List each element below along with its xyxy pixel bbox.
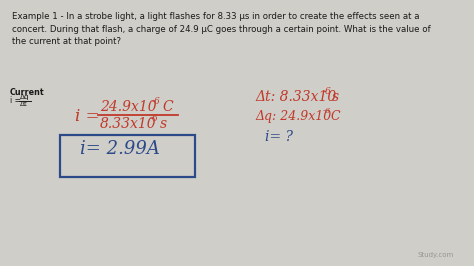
Text: -6: -6: [152, 97, 161, 106]
Text: C: C: [162, 100, 173, 114]
Text: C: C: [331, 110, 341, 123]
Text: Δt: Δt: [20, 101, 28, 107]
Text: i= ?: i= ?: [265, 130, 293, 144]
Text: i= 2.99A: i= 2.99A: [80, 140, 160, 158]
Text: Δq: 24.9x10: Δq: 24.9x10: [255, 110, 331, 123]
Text: Current: Current: [10, 88, 45, 97]
Text: -6: -6: [323, 87, 332, 96]
Text: 8.33x10: 8.33x10: [100, 117, 156, 131]
Text: 24.9x10: 24.9x10: [100, 100, 156, 114]
Text: -6: -6: [323, 107, 331, 115]
Text: Δt: 8.33x10: Δt: 8.33x10: [255, 90, 336, 104]
Text: i =: i =: [10, 96, 21, 105]
Text: s: s: [160, 117, 167, 131]
Text: Δq: Δq: [20, 94, 29, 100]
Text: i =: i =: [75, 108, 100, 125]
Text: Example 1 - In a strobe light, a light flashes for 8.33 μs in order to create th: Example 1 - In a strobe light, a light f…: [12, 12, 430, 46]
FancyBboxPatch shape: [60, 135, 195, 177]
Text: Study.com: Study.com: [418, 252, 454, 258]
Text: s: s: [332, 90, 339, 104]
Text: -6: -6: [150, 114, 159, 123]
